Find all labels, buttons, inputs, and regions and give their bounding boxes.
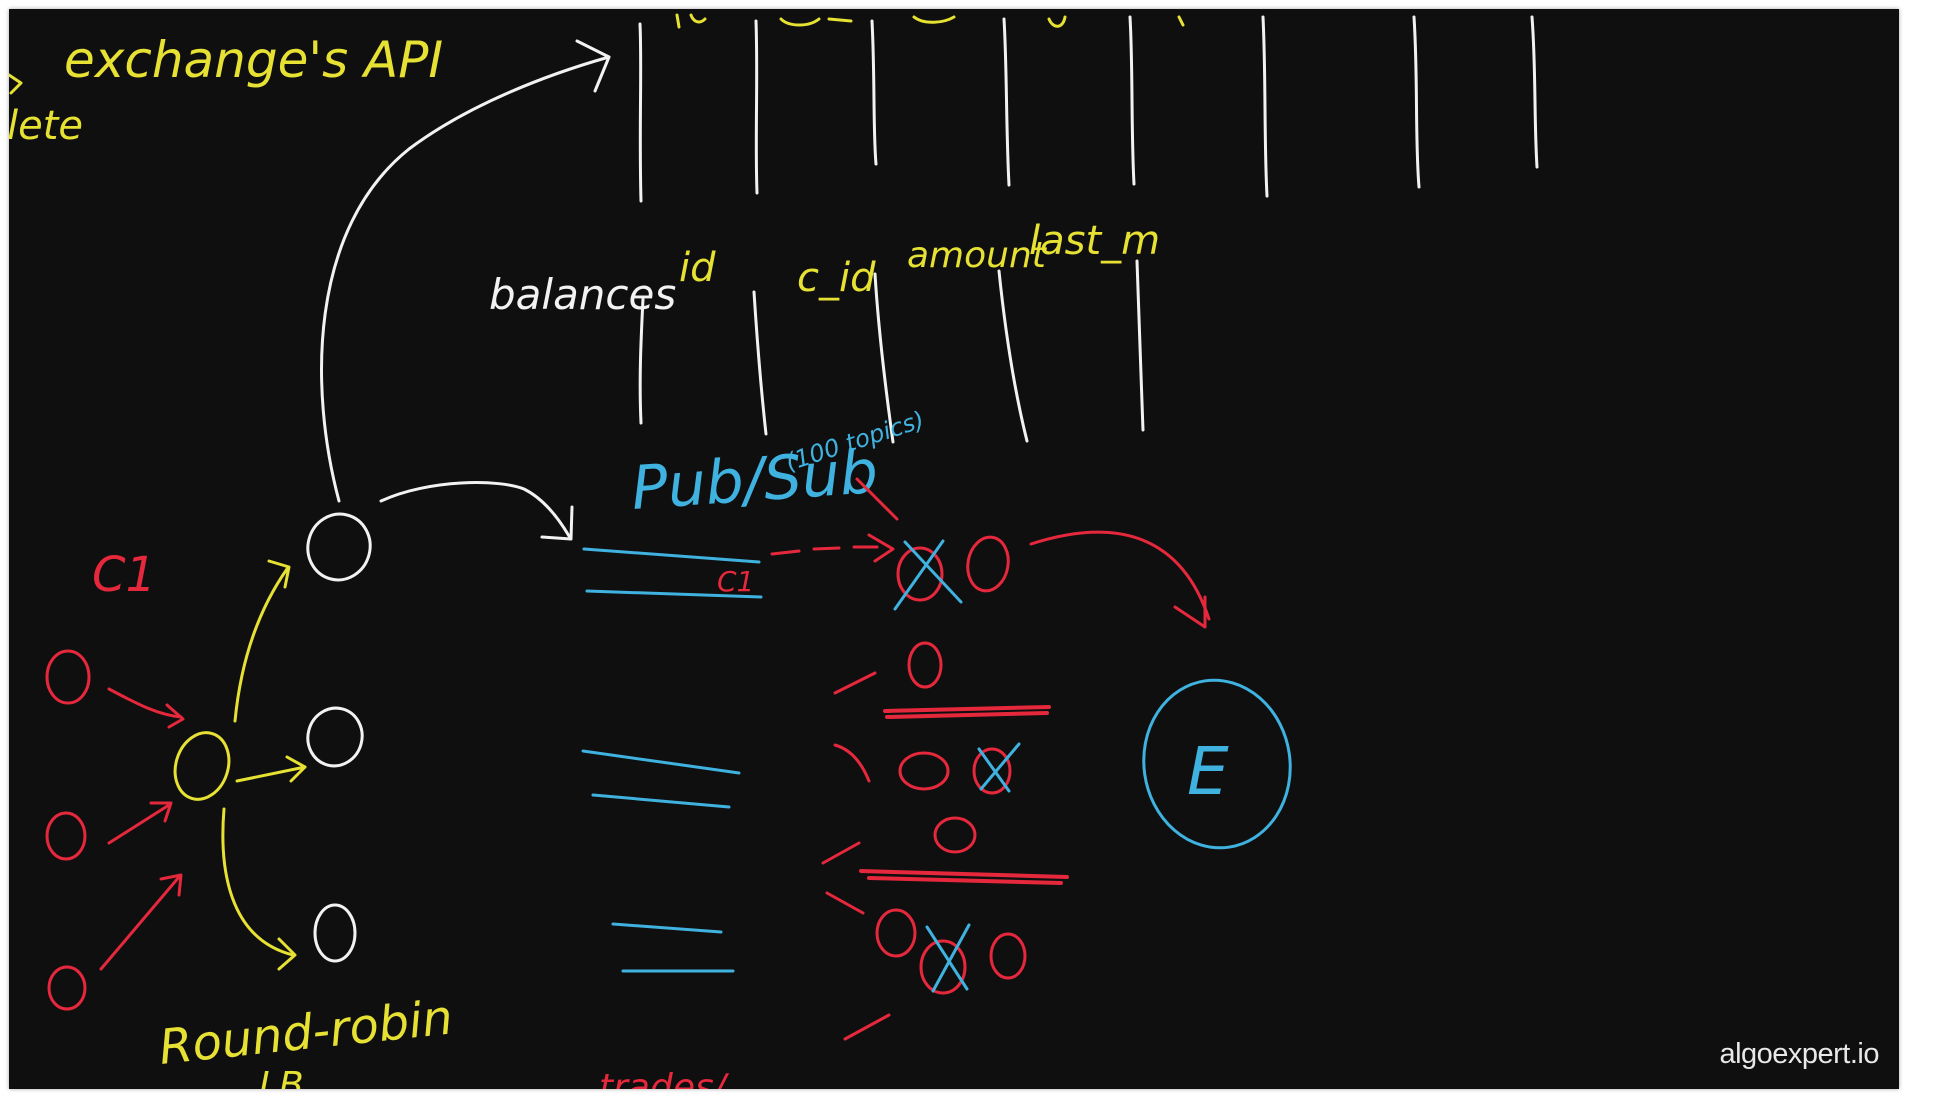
divider-line <box>883 705 1051 719</box>
header-fragment <box>912 15 956 24</box>
client-circle <box>45 649 91 705</box>
label-round-robin: Round-robin <box>156 989 455 1075</box>
subscriber-circle <box>989 932 1027 980</box>
queue-line <box>585 589 763 599</box>
queue-line <box>581 749 741 775</box>
arrowhead <box>149 801 173 823</box>
brand-watermark: algoexpert.io <box>1719 1038 1879 1070</box>
subscriber-circle <box>898 751 950 791</box>
balances-columns <box>638 259 1145 444</box>
upper-column-line <box>754 19 759 195</box>
label-exchange: E <box>1187 733 1229 810</box>
server-top <box>306 512 372 582</box>
divider-line <box>859 869 1069 885</box>
arrowhead <box>575 39 611 93</box>
client-circle <box>47 965 87 1011</box>
arrowhead <box>540 505 574 541</box>
label-trades-partial: trades/ <box>599 1067 730 1089</box>
upper-column-line <box>1412 15 1421 189</box>
dash-mark <box>825 891 865 915</box>
dashed-arrow <box>770 545 879 556</box>
cross-icon <box>977 742 1021 793</box>
arrowhead <box>867 533 895 563</box>
balances-column-line <box>1135 259 1145 432</box>
label-balances: balances <box>489 270 676 319</box>
dash-mark <box>821 841 861 865</box>
subscriber-circle <box>933 816 977 854</box>
upper-column-line <box>1128 15 1136 186</box>
balances-column-line <box>873 272 895 444</box>
arrowhead <box>267 559 291 589</box>
arrow-partial <box>9 73 23 95</box>
queue-line <box>611 922 723 934</box>
cross-icon <box>925 923 971 993</box>
header-fragment <box>1177 15 1185 27</box>
topics-pointer <box>855 477 899 521</box>
label-delete-partial: lete <box>9 103 83 149</box>
failed-marks <box>893 539 1021 993</box>
dash-mark <box>833 671 877 695</box>
balances-column-line <box>997 269 1029 443</box>
whiteboard-canvas: exchange's API lete balances id c_id amo… <box>9 9 1899 1089</box>
arrowhead <box>1173 595 1207 629</box>
lb-arrow-middle <box>235 765 307 783</box>
arrowhead <box>285 755 307 783</box>
balances-column-line <box>638 297 645 425</box>
upper-column-line <box>1002 17 1011 187</box>
header-id: id <box>679 245 716 291</box>
queue-line <box>582 547 761 564</box>
header-last-m: last_m <box>1029 218 1160 264</box>
header-fragment <box>675 13 707 29</box>
arrowhead <box>165 703 185 729</box>
subscriber-circle <box>972 747 1012 795</box>
label-client: C1 <box>92 547 156 603</box>
header-fragment <box>779 17 853 27</box>
exchange-circle <box>1142 678 1292 850</box>
label-lb: LB <box>259 1065 304 1089</box>
dash-mark <box>833 743 871 783</box>
load-balancer <box>173 731 231 801</box>
upper-column-line <box>1530 15 1539 169</box>
subscriber-circle <box>907 641 943 689</box>
lb-arrow-top <box>233 567 289 723</box>
arrow-to-exchange <box>1029 530 1211 621</box>
header-amount: amount <box>907 235 1048 276</box>
arrow-to-pubsub <box>379 481 571 538</box>
lb-arrow-bottom <box>221 807 295 957</box>
label-api: exchange's API <box>64 31 443 89</box>
subscriber-circle <box>896 546 944 602</box>
client-arrow <box>107 687 183 719</box>
upper-column-line <box>638 22 643 203</box>
arrowhead <box>277 937 297 971</box>
server-middle <box>306 706 364 768</box>
clients <box>45 649 185 1011</box>
client-circle <box>45 811 87 861</box>
upper-table-columns <box>638 15 1539 203</box>
subscribers <box>770 477 1211 1041</box>
upper-column-line <box>1261 15 1269 198</box>
label-queue-marker: C1 <box>717 565 754 598</box>
lb-arrows <box>221 559 307 971</box>
white-arrows <box>320 39 611 541</box>
dash-mark <box>843 1013 891 1041</box>
subscriber-circle <box>919 939 967 995</box>
upper-column-line <box>870 19 878 166</box>
pubsub-queues <box>581 547 763 973</box>
servers <box>306 512 372 963</box>
header-c-id: c_id <box>797 255 876 301</box>
arrow-to-upper-table <box>320 55 611 503</box>
diagram-svg: exchange's API lete balances id c_id amo… <box>9 13 1539 1089</box>
upper-header-fragments <box>675 13 1185 29</box>
queue-line <box>591 793 731 809</box>
server-bottom <box>313 903 357 963</box>
cross-icon <box>893 539 963 611</box>
client-arrow <box>107 803 171 845</box>
balances-column-line <box>752 290 768 436</box>
subscriber-circle <box>966 535 1010 593</box>
subscriber-circle <box>875 908 917 958</box>
arrowhead <box>159 873 183 897</box>
header-fragment <box>1047 15 1067 28</box>
client-arrow <box>99 875 181 971</box>
label-pubsub: Pub/Sub <box>629 437 880 524</box>
